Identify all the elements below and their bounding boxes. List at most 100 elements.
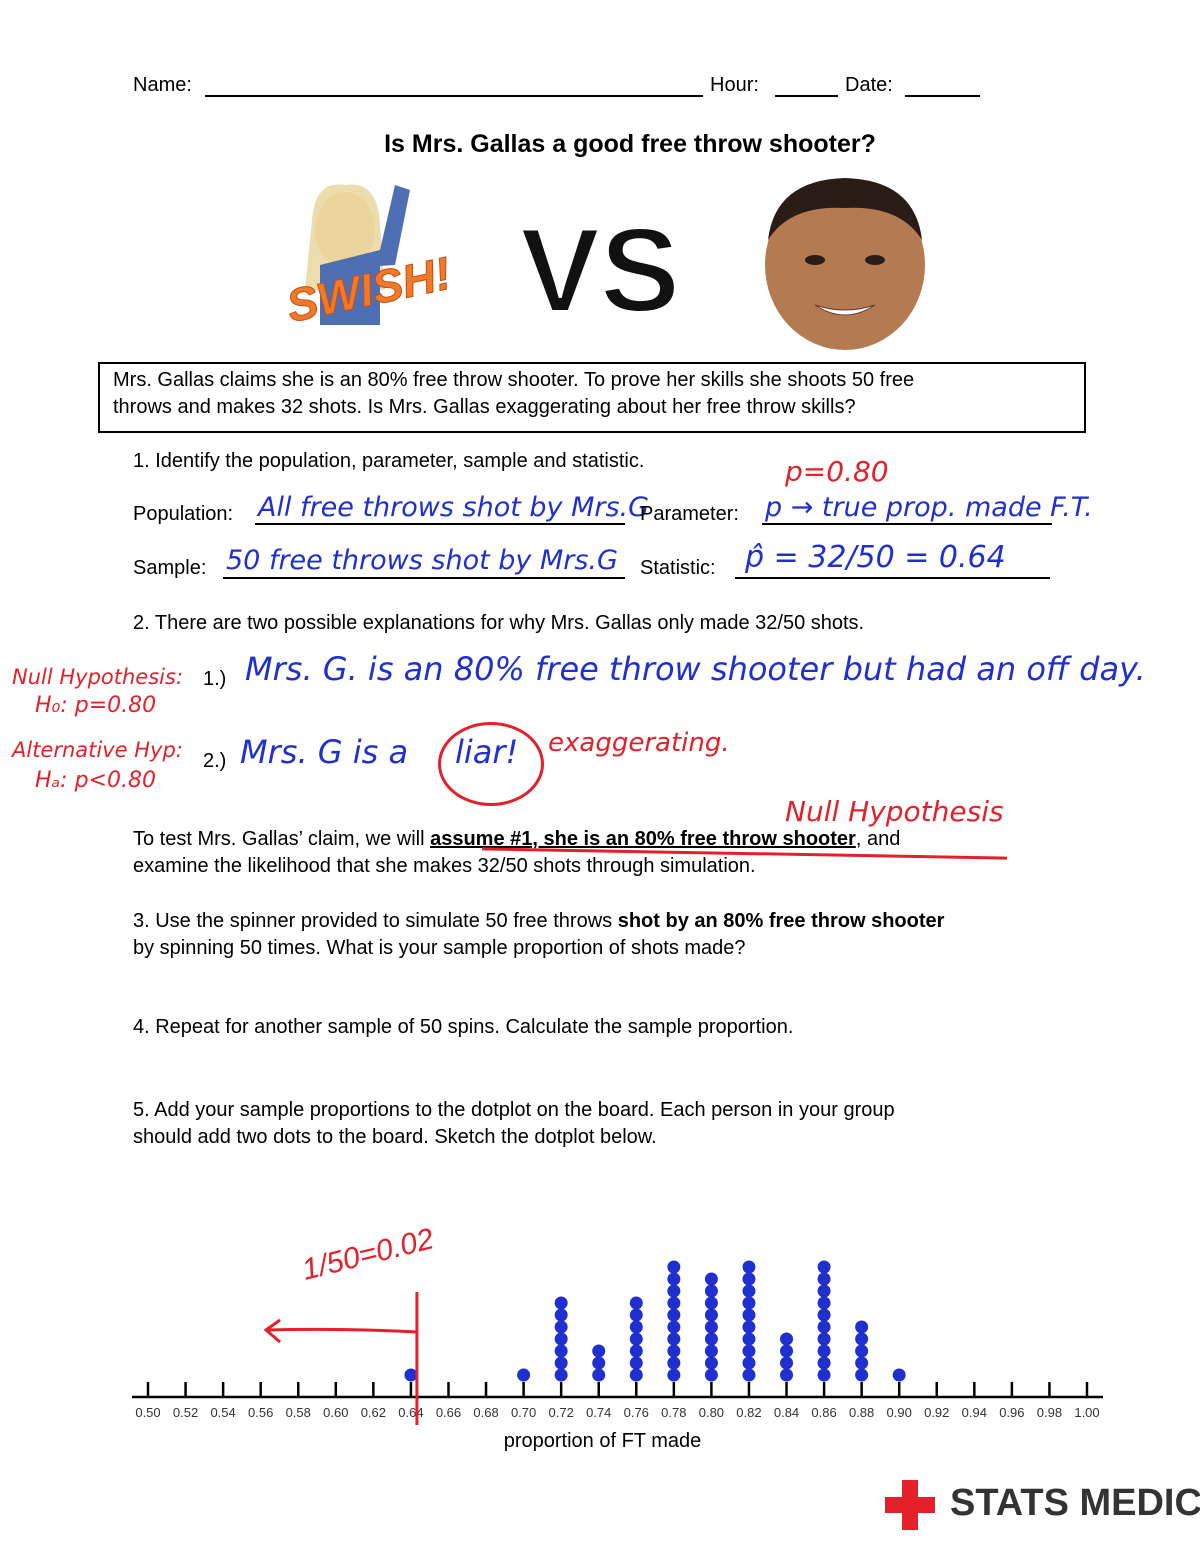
text: , and [855,828,901,850]
dot [667,1260,681,1274]
dot [817,1368,831,1382]
dot [855,1356,869,1370]
dot [855,1332,869,1346]
dot [742,1260,756,1274]
bitmoji-body [320,265,380,325]
dot [817,1332,831,1346]
dot [855,1368,869,1382]
dot [554,1356,568,1370]
dot [817,1260,831,1274]
x-tick-label: 0.52 [173,1405,198,1420]
dot [780,1356,794,1370]
dot [817,1272,831,1286]
dot [817,1308,831,1322]
dot [892,1368,906,1382]
dot [742,1320,756,1334]
face-smile [814,304,876,316]
dot [667,1332,681,1346]
option-label: 1.) [203,668,227,690]
date-line [905,95,980,97]
answer-line [762,523,1052,525]
x-tick-label: 0.88 [849,1405,874,1420]
question: 1. Identify the population, parameter, s… [133,450,645,472]
dot [592,1356,606,1370]
x-tick-label: 0.72 [549,1405,574,1420]
dot [629,1308,643,1322]
dot [554,1344,568,1358]
dot [780,1344,794,1358]
dot [629,1296,643,1310]
logo-text: STATS MEDIC [950,1482,1200,1524]
dot [780,1332,794,1346]
hour-label: Hour: [710,74,759,96]
x-tick-label: 0.76 [624,1405,649,1420]
arrow [263,1318,417,1344]
x-tick-label: 0.90 [887,1405,912,1420]
dot [742,1356,756,1370]
dot [592,1344,606,1358]
dot [742,1272,756,1286]
face-eye [865,255,885,265]
dot [629,1368,643,1382]
hour-line [775,95,838,97]
question: 2. There are two possible explanations f… [133,612,865,634]
dot [817,1296,831,1310]
x-tick-label: 0.56 [248,1405,273,1420]
handwritten-answer: All free throws shot by Mrs.G [258,492,650,523]
dot [592,1368,606,1382]
name-label: Name: [133,74,192,96]
logo-icon [885,1480,935,1530]
bold-text: assume #1, she is an 80% free throw shoo… [430,828,856,850]
x-tick-label: 0.94 [962,1405,987,1420]
dot [667,1368,681,1382]
field-label: Sample: [133,557,207,579]
option-label: 2.) [203,750,227,772]
dot [667,1284,681,1298]
x-tick-label: 0.98 [1037,1405,1062,1420]
handwritten-note: H₀: p=0.80 [35,693,157,718]
dot [629,1356,643,1370]
dot [855,1344,869,1358]
question: by spinning 50 times. What is your sampl… [133,937,746,959]
x-tick-label: 0.74 [586,1405,611,1420]
handwritten-answer: p̂ = 32/50 = 0.64 [745,540,1006,575]
paragraph: To test Mrs. Gallas’ claim, we will assu… [133,828,900,851]
x-tick-label: 0.70 [511,1405,536,1420]
x-tick-label: 0.58 [286,1405,311,1420]
x-tick-label: 0.78 [661,1405,686,1420]
field-label: Parameter: [640,503,739,525]
dot [554,1332,568,1346]
x-axis-label: proportion of FT made [504,1430,702,1452]
date-label: Date: [845,74,893,96]
claim-line: Mrs. Gallas claims she is an 80% free th… [113,369,915,391]
handwritten-answer: p → true prop. made F.T. [765,492,1093,523]
dot [817,1344,831,1358]
dot [817,1356,831,1370]
dot [742,1368,756,1382]
x-tick-label: 0.68 [473,1405,498,1420]
dot [704,1332,718,1346]
dot [704,1272,718,1286]
dot [554,1308,568,1322]
dot [704,1344,718,1358]
illustrations: SWISH! VS [282,178,925,350]
handwritten-answer: Mrs. G is a [240,733,409,771]
dot [780,1368,794,1382]
dot [667,1308,681,1322]
bold-text: shot by an 80% free throw shooter [617,910,945,932]
dot [742,1296,756,1310]
x-tick-label: 0.66 [436,1405,461,1420]
dot [742,1308,756,1322]
text: 3. Use the spinner provided to simulate … [133,910,618,932]
text: To test Mrs. Gallas’ claim, we will [133,828,431,850]
question: should add two dots to the board. Sketch… [133,1126,657,1148]
dot [667,1296,681,1310]
dot [704,1356,718,1370]
dot [667,1344,681,1358]
handwritten-answer: Mrs. G. is an 80% free throw shooter but… [245,650,1146,688]
x-tick-label: 0.64 [398,1405,423,1420]
dot [667,1356,681,1370]
x-tick-label: 0.82 [736,1405,761,1420]
handwritten-note: 1/50=0.02 [299,1222,438,1287]
